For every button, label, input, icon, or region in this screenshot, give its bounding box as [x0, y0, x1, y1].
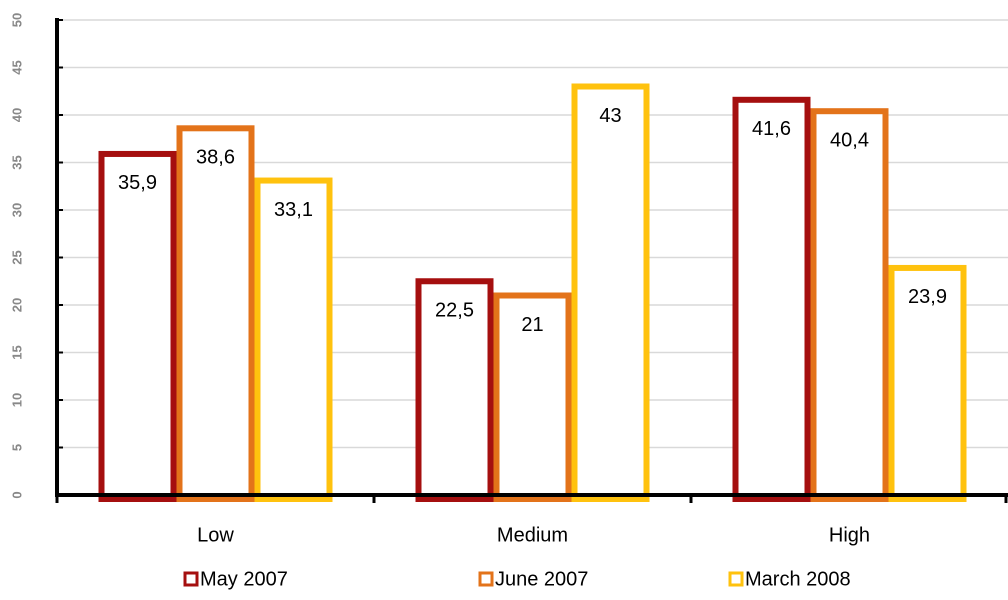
legend-label: May 2007 [200, 568, 288, 590]
bar [415, 278, 494, 502]
legend-swatch [728, 571, 744, 587]
data-label: 41,6 [752, 118, 791, 140]
legend-swatch [183, 571, 199, 587]
y-tick-label: 10 [9, 393, 24, 407]
data-label: 33,1 [274, 199, 313, 221]
y-tick-label: 45 [9, 60, 24, 74]
bar [176, 125, 255, 503]
legend-label: March 2008 [745, 568, 851, 590]
legend-label: June 2007 [495, 568, 588, 590]
y-tick-label: 0 [9, 491, 24, 498]
bar [810, 108, 889, 502]
bar [888, 264, 967, 503]
data-label: 38,6 [196, 147, 235, 169]
x-tick-label: High [829, 524, 870, 546]
bar [732, 96, 811, 503]
bar [98, 150, 177, 502]
y-tick-label: 35 [9, 155, 24, 169]
data-label: 35,9 [118, 172, 157, 194]
y-tick-label: 20 [9, 298, 24, 312]
y-tick-label: 15 [9, 345, 24, 359]
legend-swatch [478, 571, 494, 587]
bar [493, 292, 572, 502]
y-tick-label: 25 [9, 250, 24, 264]
bar [254, 177, 333, 503]
data-label: 43 [599, 105, 621, 127]
data-label: 21 [521, 314, 543, 336]
x-tick-label: Low [197, 524, 234, 546]
data-label: 40,4 [830, 129, 869, 151]
y-tick-label: 50 [9, 13, 24, 27]
data-label: 22,5 [435, 300, 474, 322]
y-tick-label: 40 [9, 108, 24, 122]
bar [571, 83, 650, 502]
x-tick-label: Medium [497, 524, 568, 546]
data-label: 23,9 [908, 286, 947, 308]
y-tick-label: 30 [9, 203, 24, 217]
y-tick-label: 5 [9, 444, 24, 451]
